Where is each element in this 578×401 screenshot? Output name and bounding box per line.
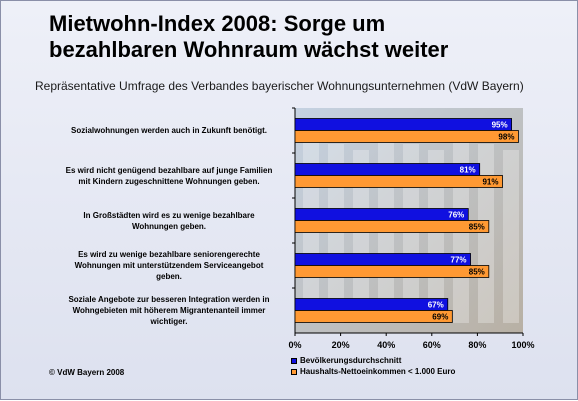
category-label: Es wird zu wenige bezahlbare seniorenger… [49, 249, 289, 282]
category-label-line: Wohnungen mit unterstützendem Serviceang… [74, 261, 264, 270]
bar-value-label: 77% [451, 256, 467, 265]
category-label-line: geben. [156, 272, 182, 281]
bar-2 [294, 130, 519, 143]
legend: Bevölkerungsdurchschnitt Haushalts-Netto… [291, 355, 455, 377]
bar-value-label: 91% [482, 178, 498, 187]
subtitle: Repräsentative Umfrage des Verbandes bay… [35, 79, 524, 93]
legend-item-1: Bevölkerungsdurchschnitt [291, 355, 455, 366]
bar-value-label: 67% [428, 301, 444, 310]
x-tick-label: 100% [511, 340, 534, 350]
bar-value-label: 69% [432, 313, 448, 322]
photo-facade-block [353, 150, 369, 323]
page-title: Mietwohn-Index 2008: Sorge um bezahlbare… [49, 11, 569, 63]
category-label: Sozialwohnungen werden auch in Zukunft b… [49, 125, 289, 136]
bar-1 [294, 208, 469, 221]
category-label: Es wird nicht genügend bezahlbare auf ju… [49, 165, 289, 187]
category-label-line: Wohngebieten mit höherem Migrantenanteil… [72, 306, 266, 315]
photo-facade-block [328, 144, 344, 323]
category-label: In Großstädten wird es zu wenige bezahlb… [49, 210, 289, 232]
copyright-footer: © VdW Bayern 2008 [49, 368, 125, 377]
category-label-line: In Großstädten wird es zu wenige bezahlb… [83, 210, 255, 220]
photo-facade-block [428, 150, 444, 323]
legend-item-2: Haushalts-Nettoeinkommen < 1.000 Euro [291, 366, 455, 377]
x-tick-label: 80% [468, 340, 486, 350]
bar-1 [294, 298, 449, 311]
bar-value-label: 81% [460, 166, 476, 175]
photo-facade-block [403, 144, 419, 323]
category-label-line: Wohnungen geben. [131, 221, 207, 231]
x-tick-label: 20% [332, 340, 350, 350]
bar-value-label: 95% [492, 121, 508, 130]
bar-1 [294, 163, 481, 176]
legend-swatch-2 [291, 368, 297, 375]
photo-facade-block [503, 150, 519, 323]
title-line-2: bezahlbaren Wohnraum wächst weiter [49, 37, 449, 62]
category-label-line: Es wird nicht genügend bezahlbare auf ju… [65, 165, 273, 175]
bar-value-label: 98% [498, 133, 514, 142]
bar-2 [294, 310, 453, 323]
bar-2 [294, 265, 490, 278]
photo-facade-block [478, 144, 494, 323]
bar-value-label: 85% [469, 268, 485, 277]
legend-label-1: Bevölkerungsdurchschnitt [300, 356, 402, 365]
x-tick-label: 40% [377, 340, 395, 350]
bar-value-label: 85% [469, 223, 485, 232]
bar-1 [294, 253, 471, 266]
bar-2 [294, 175, 503, 188]
legend-swatch-1 [291, 357, 297, 364]
bar-value-label: 76% [448, 211, 464, 220]
category-label-line: mit Kindern zugeschnittene Wohnungen geb… [78, 176, 260, 186]
x-tick-label: 60% [423, 340, 441, 350]
category-label-line: Soziale Angebote zur besseren Integratio… [68, 295, 270, 304]
bar-1 [294, 118, 513, 131]
category-label-line: Es wird zu wenige bezahlbare seniorenger… [78, 250, 260, 259]
bar-2 [294, 220, 490, 233]
category-label-line: Sozialwohnungen werden auch in Zukunft b… [71, 126, 267, 135]
title-line-1: Mietwohn-Index 2008: Sorge um [49, 11, 386, 36]
x-tick-label: 0% [288, 340, 301, 350]
category-label: Soziale Angebote zur besseren Integratio… [49, 294, 289, 327]
legend-label-2: Haushalts-Nettoeinkommen < 1.000 Euro [300, 367, 456, 376]
category-label-line: wichtiger. [150, 317, 188, 326]
